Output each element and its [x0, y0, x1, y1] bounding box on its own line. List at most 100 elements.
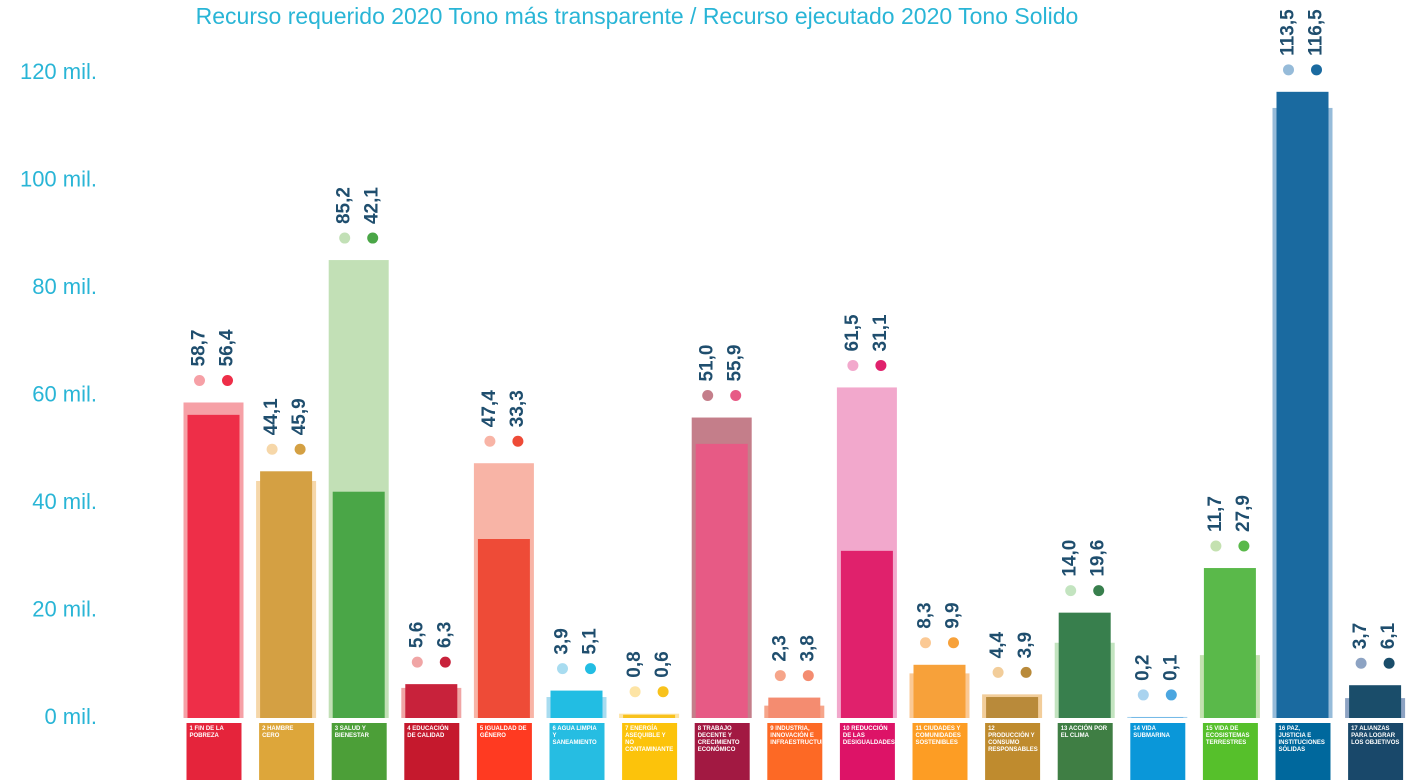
- legend-dot: [948, 637, 959, 649]
- category-icon: [694, 723, 750, 780]
- legend-dot: [512, 435, 524, 447]
- category-label: 13 ACCIÓN POR EL CLIMA: [1060, 726, 1108, 739]
- value-label: 0,8: [624, 651, 645, 677]
- category-label-box: 17 ALIANZAS PARA LOGRAR LOS OBJETIVOS: [1351, 726, 1400, 746]
- category-icon: [1275, 723, 1331, 780]
- category-label: 15 VIDA DE ECOSISTEMAS TERRESTRES: [1205, 726, 1250, 746]
- value-label: 47,4: [479, 390, 500, 427]
- executed-bar: [405, 684, 458, 718]
- category-icon: [622, 723, 678, 780]
- value-label: 0,2: [1132, 655, 1153, 681]
- category-label-box: 3 SALUD Y BIENESTAR: [334, 726, 369, 739]
- legend-dot: [439, 656, 451, 668]
- value-label: 61,5: [842, 314, 863, 351]
- executed-bar: [1058, 612, 1111, 718]
- category-label: 5 IGUALDAD DE GÉNERO: [479, 726, 527, 739]
- category-label: 14 VIDA SUBMARINA: [1133, 726, 1170, 739]
- category-label-box: 12 PRODUCCIÓN Y CONSUMO RESPONSABLES: [988, 726, 1038, 753]
- legend-dot: [1065, 585, 1077, 597]
- category-label: 12 PRODUCCIÓN Y CONSUMO RESPONSABLES: [988, 726, 1038, 753]
- legend-dot: [802, 670, 814, 682]
- category-label: 4 EDUCACIÓN DE CALIDAD: [407, 726, 449, 739]
- value-label: 0,6: [652, 651, 673, 677]
- category-label-box: 4 EDUCACIÓN DE CALIDAD: [407, 726, 449, 739]
- category-label: 17 ALIANZAS PARA LOGRAR LOS OBJETIVOS: [1351, 726, 1400, 746]
- legend-dot: [484, 435, 496, 447]
- category-label: 16 PAZ, JUSTICIA E INSTITUCIONES SÓLIDAS: [1278, 726, 1325, 753]
- executed-bar: [187, 414, 240, 718]
- value-label: 6,1: [1378, 622, 1399, 649]
- value-label: 0,1: [1160, 654, 1181, 681]
- value-label: 27,9: [1233, 495, 1254, 532]
- category-icon: [186, 723, 242, 780]
- category-label: 10 REDUCCIÓN DE LAS DESIGUALDADES: [842, 726, 895, 746]
- category-label-box: 6 AGUA LIMPIA Y SANEAMIENTO: [553, 726, 597, 746]
- legend-dot: [730, 390, 742, 402]
- executed-bar: [1349, 685, 1402, 718]
- category-label-box: 16 PAZ, JUSTICIA E INSTITUCIONES SÓLIDAS: [1278, 726, 1325, 753]
- value-label: 3,9: [1015, 632, 1036, 658]
- value-label: 9,9: [943, 602, 964, 628]
- legend-dot: [1238, 540, 1250, 552]
- category-label: 11 CIUDADES Y COMUNIDADES SOSTENIBLES: [915, 726, 961, 746]
- value-label: 116,5: [1306, 9, 1327, 56]
- category-label: 3 SALUD Y BIENESTAR: [334, 726, 369, 739]
- legend-dot: [1093, 585, 1105, 597]
- value-label: 55,9: [725, 345, 746, 382]
- legend-dot: [194, 374, 205, 386]
- executed-bar: [623, 714, 676, 718]
- value-label: 58,7: [189, 330, 210, 367]
- value-label: 51,0: [697, 345, 718, 382]
- value-label: 56,4: [217, 329, 238, 366]
- category-icon: [331, 723, 387, 780]
- legend-dot: [557, 663, 568, 675]
- executed-bar: [550, 690, 603, 718]
- legend-dot: [992, 666, 1004, 678]
- legend-dot: [629, 686, 641, 698]
- category-icon: [1348, 723, 1404, 780]
- value-label: 8,3: [915, 602, 936, 628]
- value-label: 33,3: [507, 390, 528, 427]
- executed-bar: [332, 491, 385, 718]
- value-label: 6,3: [434, 622, 455, 648]
- y-tick-label: 60 mil.: [32, 381, 97, 406]
- category-label: 9 INDUSTRIA, INNOVACIÓN E INFRAESTRUCTUR…: [770, 726, 822, 746]
- value-label: 44,1: [261, 398, 282, 435]
- value-label: 11,7: [1205, 496, 1226, 532]
- executed-bar: [1276, 91, 1329, 718]
- legend-dot: [702, 390, 714, 402]
- legend-dot: [339, 232, 351, 244]
- category-label-box: 2 HAMBRE CERO: [262, 726, 293, 739]
- executed-bar: [913, 664, 966, 718]
- value-label: 5,6: [406, 622, 427, 648]
- executed-bar: [768, 697, 821, 718]
- category-icon: [1202, 723, 1258, 780]
- value-label: 42,1: [362, 187, 383, 224]
- category-icon: [404, 723, 460, 780]
- category-icon: [1057, 723, 1113, 780]
- legend-dot: [1283, 64, 1294, 76]
- legend-dot: [266, 443, 278, 455]
- category-label-box: 5 IGUALDAD DE GÉNERO: [479, 726, 527, 739]
- y-tick-label: 100 mil.: [20, 166, 97, 191]
- value-label: 19,6: [1088, 540, 1109, 577]
- category-label-box: 10 REDUCCIÓN DE LAS DESIGUALDADES: [842, 726, 895, 746]
- y-tick-label: 120 mil.: [20, 59, 97, 84]
- value-label: 3,9: [552, 628, 573, 654]
- legend-dot: [367, 232, 379, 244]
- executed-bar: [260, 471, 313, 718]
- category-label-box: 13 ACCIÓN POR EL CLIMA: [1060, 726, 1108, 739]
- y-tick-label: 0 mil.: [44, 704, 97, 729]
- y-tick-label: 20 mil.: [32, 596, 97, 621]
- category-icon: [259, 723, 315, 780]
- category-label-box: 8 TRABAJO DECENTE Y CRECIMIENTO ECONÓMIC…: [698, 726, 740, 753]
- legend-dot: [1020, 666, 1032, 678]
- value-label: 2,3: [769, 635, 790, 661]
- legend-dot: [1210, 540, 1222, 552]
- category-label: 7 ENERGÍA ASEQUIBLE Y NO CONTAMINANTE: [625, 726, 674, 753]
- value-label: 5,1: [580, 628, 601, 655]
- value-label: 85,2: [334, 187, 355, 224]
- value-label: 31,1: [870, 314, 891, 351]
- value-label: 45,9: [289, 398, 310, 435]
- legend-dot: [1355, 657, 1367, 669]
